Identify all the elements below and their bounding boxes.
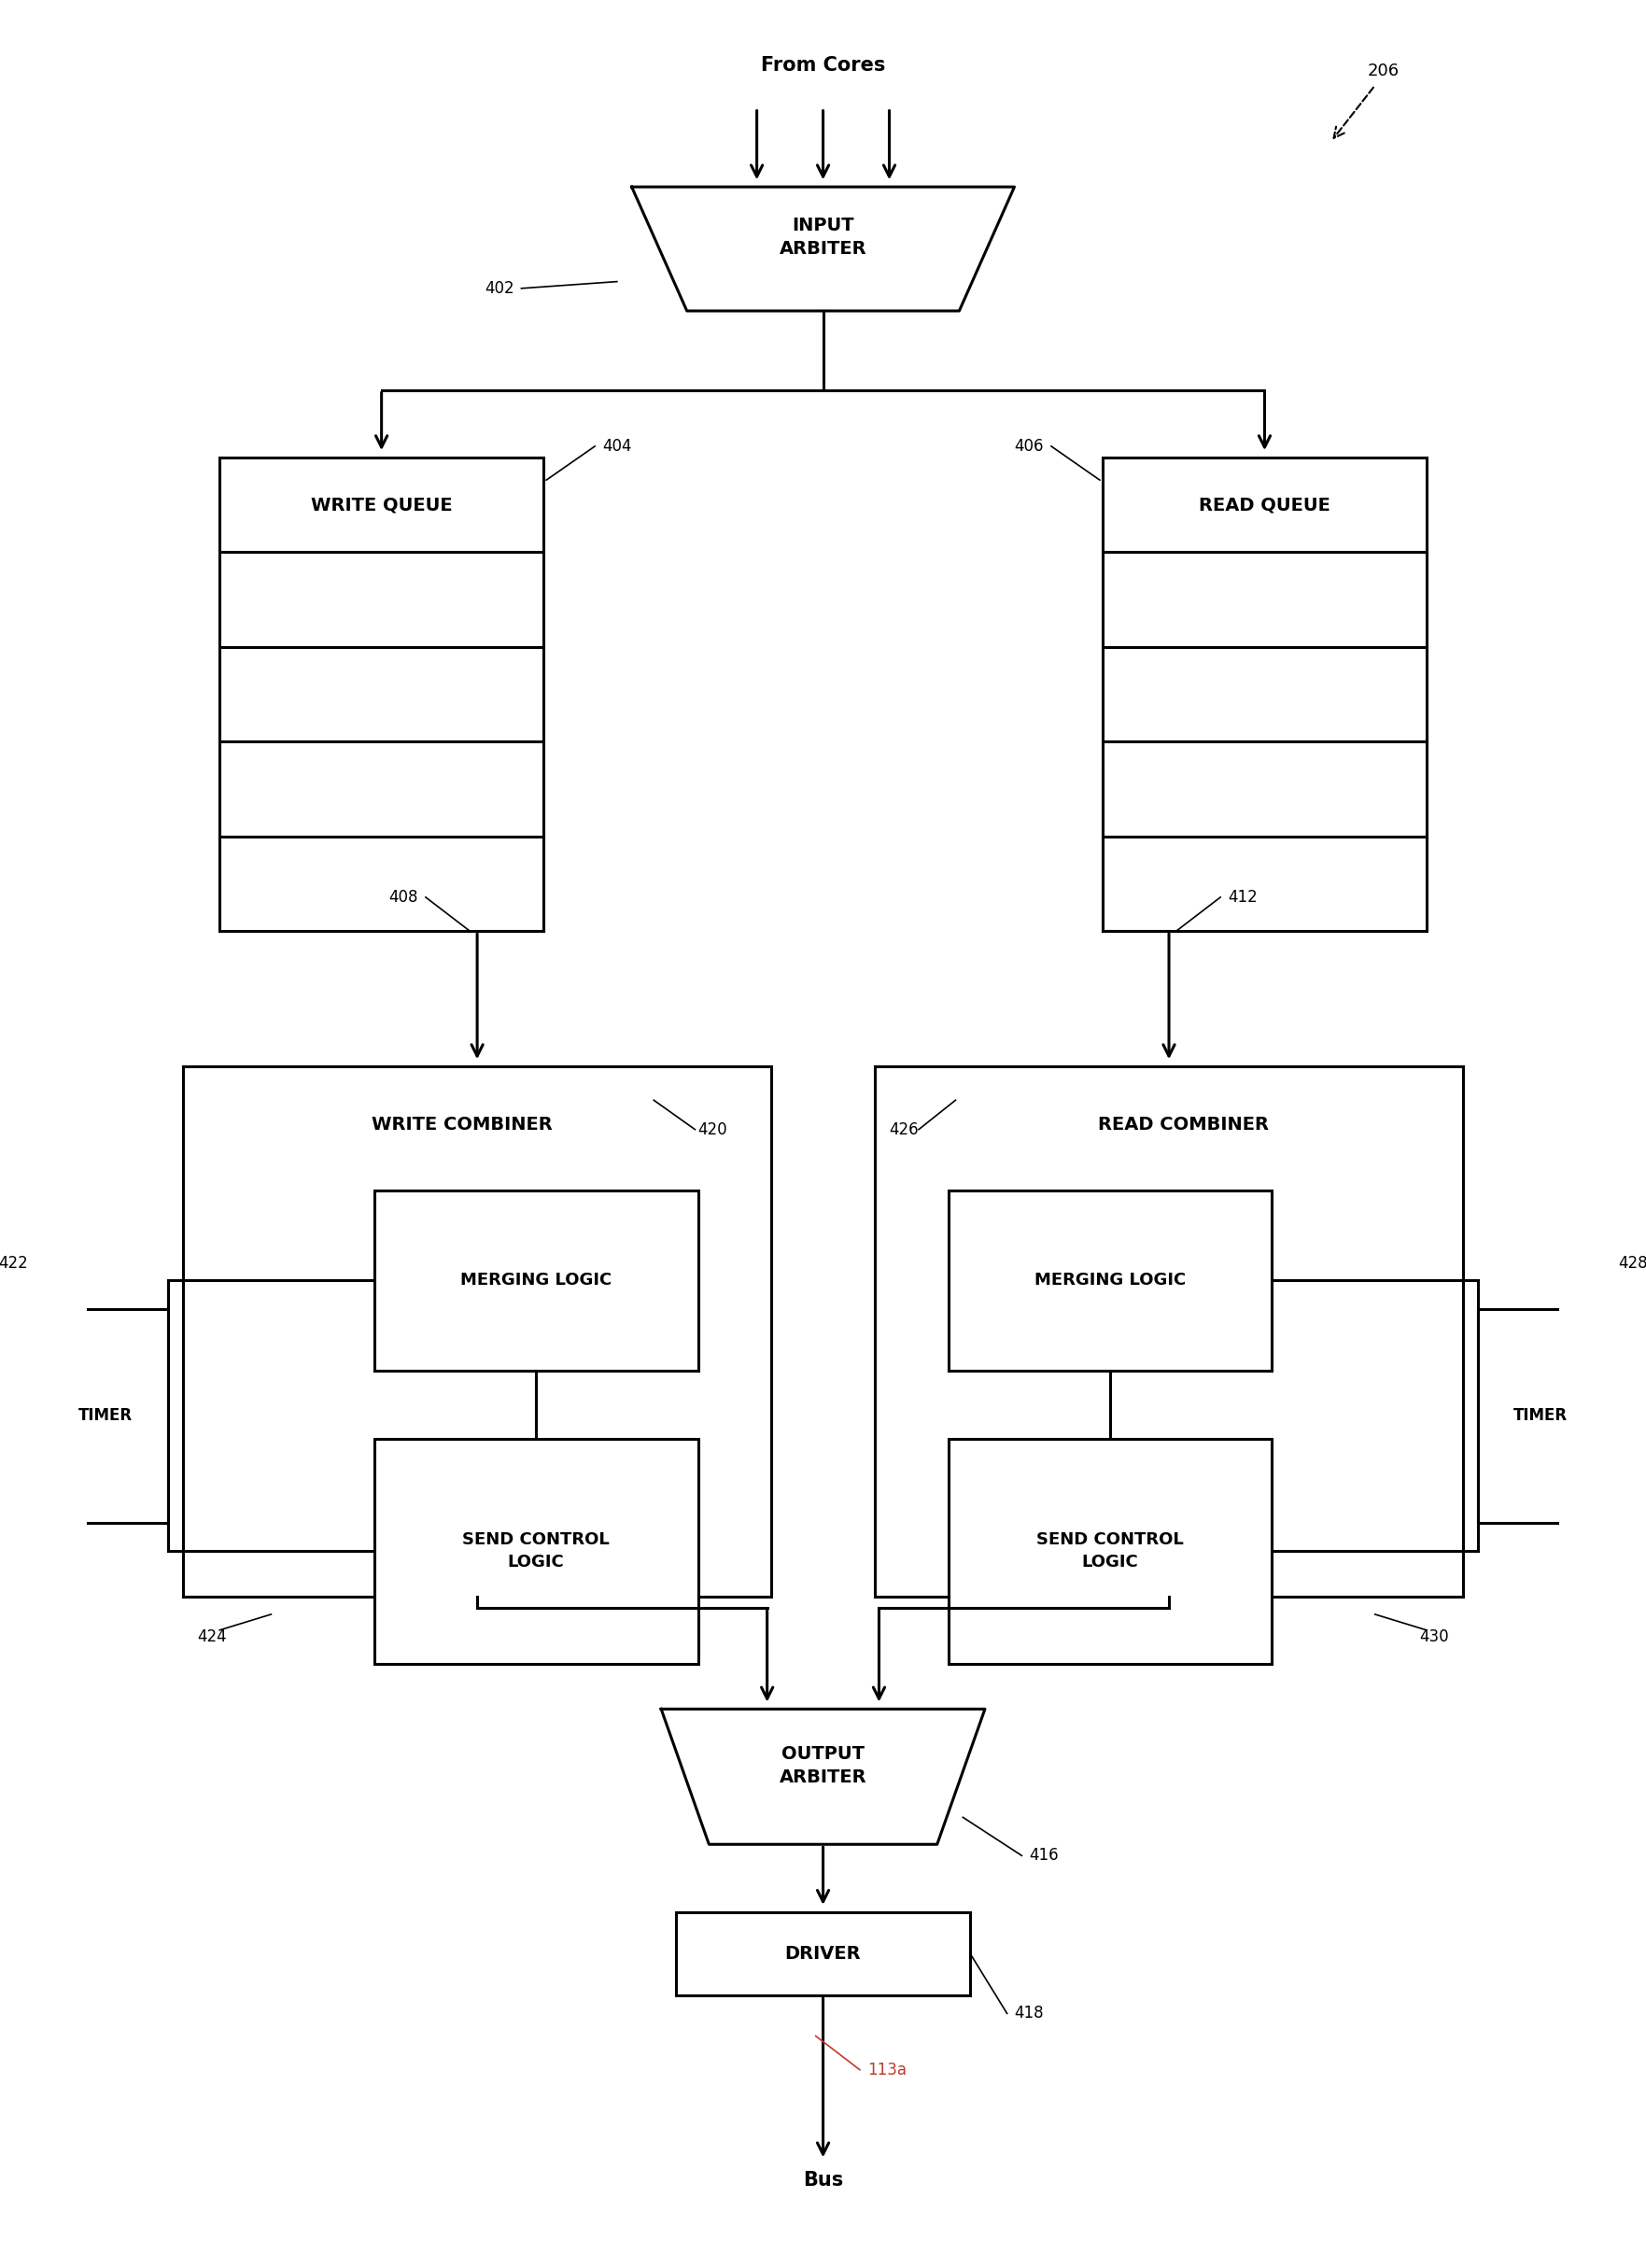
- Text: 416: 416: [1029, 1846, 1058, 1864]
- Text: 402: 402: [484, 279, 514, 297]
- Text: 426: 426: [889, 1120, 918, 1139]
- Bar: [219, 458, 543, 932]
- Bar: [1478, 1309, 1603, 1524]
- Text: Bus: Bus: [803, 2170, 843, 2191]
- Text: 113a: 113a: [867, 2062, 907, 2077]
- Text: OUTPUT
ARBITER: OUTPUT ARBITER: [779, 1744, 867, 1785]
- Text: From Cores: From Cores: [760, 57, 886, 75]
- Bar: [1103, 458, 1427, 932]
- Bar: [374, 1438, 698, 1665]
- Text: 206: 206: [1368, 64, 1399, 79]
- Text: MERGING LOGIC: MERGING LOGIC: [1034, 1272, 1185, 1288]
- Text: SEND CONTROL
LOGIC: SEND CONTROL LOGIC: [463, 1531, 609, 1572]
- Bar: [948, 1438, 1272, 1665]
- Text: 404: 404: [602, 438, 632, 454]
- Polygon shape: [632, 186, 1014, 311]
- Text: 422: 422: [0, 1254, 28, 1272]
- Text: 420: 420: [698, 1120, 728, 1139]
- Text: 424: 424: [198, 1628, 227, 1644]
- Bar: [948, 1191, 1272, 1370]
- Text: INPUT
ARBITER: INPUT ARBITER: [779, 218, 867, 259]
- Text: MERGING LOGIC: MERGING LOGIC: [461, 1272, 612, 1288]
- Text: TIMER: TIMER: [79, 1408, 133, 1424]
- Text: READ COMBINER: READ COMBINER: [1098, 1116, 1269, 1134]
- Text: 406: 406: [1014, 438, 1044, 454]
- Text: 418: 418: [1014, 2005, 1044, 2021]
- Text: 430: 430: [1419, 1628, 1448, 1644]
- Bar: [183, 1066, 772, 1597]
- Text: 408: 408: [388, 889, 418, 905]
- Text: WRITE QUEUE: WRITE QUEUE: [311, 497, 453, 515]
- Text: 412: 412: [1228, 889, 1258, 905]
- Bar: [874, 1066, 1463, 1597]
- Text: READ QUEUE: READ QUEUE: [1198, 497, 1330, 515]
- Text: 428: 428: [1618, 1254, 1646, 1272]
- Text: TIMER: TIMER: [1513, 1408, 1567, 1424]
- Text: SEND CONTROL
LOGIC: SEND CONTROL LOGIC: [1037, 1531, 1183, 1572]
- Text: DRIVER: DRIVER: [785, 1946, 861, 1962]
- Bar: [374, 1191, 698, 1370]
- Bar: [677, 1912, 969, 1996]
- Bar: [43, 1309, 168, 1524]
- Polygon shape: [662, 1710, 984, 1844]
- Text: WRITE COMBINER: WRITE COMBINER: [372, 1116, 553, 1134]
